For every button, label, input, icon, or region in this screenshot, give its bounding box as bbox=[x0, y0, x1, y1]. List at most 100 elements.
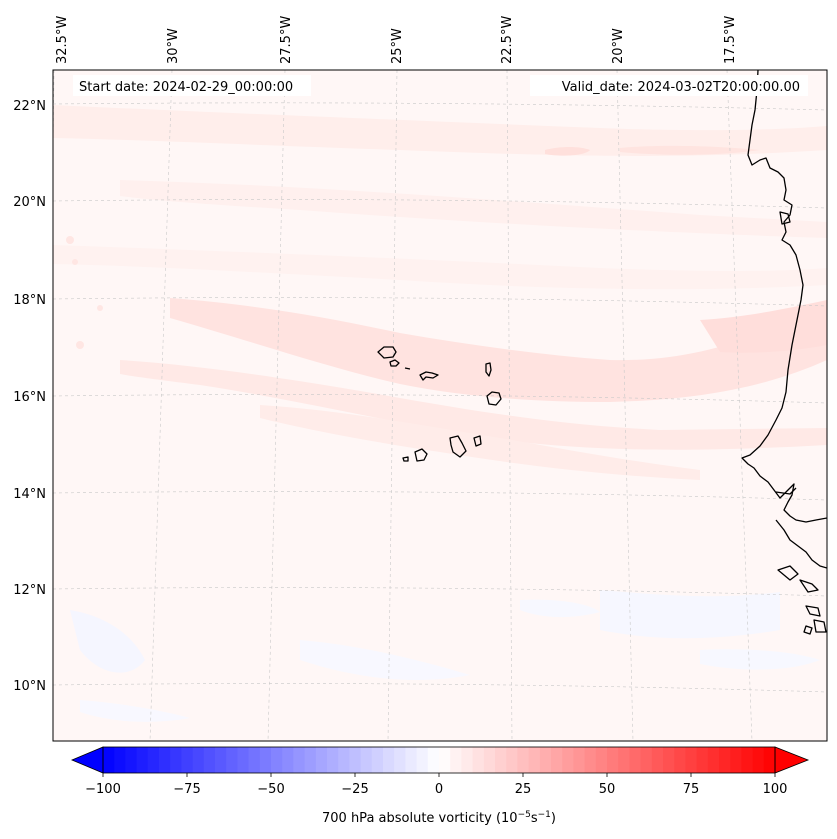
colorbar-band bbox=[618, 747, 630, 773]
guinea-bissau-coast bbox=[775, 519, 827, 569]
colorbar-unit-mid: s bbox=[531, 811, 538, 826]
colorbar-tick-label: 50 bbox=[599, 782, 616, 797]
meridian-20w bbox=[616, 70, 634, 741]
colorbar-band bbox=[551, 747, 563, 773]
lon-label-30w: 30°W bbox=[166, 28, 181, 64]
colorbar-band bbox=[506, 747, 518, 773]
meridian-30w bbox=[149, 70, 173, 741]
colorbar-band bbox=[360, 747, 373, 773]
colorbar-band bbox=[607, 747, 619, 773]
colorbar-band bbox=[271, 747, 283, 773]
colorbar-extend-max bbox=[774, 746, 810, 774]
colorbar: −100 −75 −50 −25 0 25 50 75 100 700 hPa … bbox=[70, 746, 810, 826]
colorbar-band bbox=[483, 747, 496, 773]
colorbar-unit-exp2: −1 bbox=[538, 810, 551, 820]
colorbar-tick-label: 75 bbox=[683, 782, 700, 797]
colorbar-tick-label: 25 bbox=[515, 782, 532, 797]
lat-label-18n: 18°N bbox=[13, 293, 46, 308]
lat-label-12n: 12°N bbox=[13, 583, 46, 598]
parallel-12n bbox=[53, 587, 827, 597]
meridian-25w bbox=[387, 70, 398, 741]
colorbar-band bbox=[203, 747, 216, 773]
lon-label-20w: 20°W bbox=[611, 28, 626, 64]
island-maio bbox=[473, 435, 482, 447]
colorbar-tick-labels: −100 −75 −50 −25 0 25 50 75 100 bbox=[85, 782, 787, 797]
island-sao-vicente bbox=[389, 359, 400, 367]
colorbar-band bbox=[696, 747, 709, 773]
island-santo-antao bbox=[377, 346, 397, 359]
parallel-10n bbox=[53, 683, 827, 693]
lat-label-14n: 14°N bbox=[13, 487, 46, 502]
colorbar-tick-label: −25 bbox=[341, 782, 368, 797]
colorbar-band bbox=[136, 747, 149, 773]
colorbar-band bbox=[315, 747, 328, 773]
colorbar-band bbox=[752, 747, 765, 773]
colorbar-band bbox=[181, 747, 194, 773]
island-santiago bbox=[449, 435, 467, 458]
coast-islets-c bbox=[805, 605, 821, 617]
lat-label-22n: 22°N bbox=[13, 99, 46, 114]
meridian-22.5w bbox=[506, 70, 513, 741]
meridian-27.5w bbox=[267, 70, 286, 741]
colorbar-band bbox=[730, 747, 742, 773]
colorbar-unit-close: ) bbox=[551, 811, 556, 826]
valid-date-box bbox=[530, 75, 808, 96]
colorbar-band bbox=[719, 747, 731, 773]
colorbar-band bbox=[472, 747, 485, 773]
colorbar-band bbox=[528, 747, 541, 773]
island-sal bbox=[485, 362, 492, 377]
colorbar-band bbox=[427, 747, 440, 773]
coastline bbox=[377, 70, 827, 635]
colorbar-band bbox=[573, 747, 586, 773]
colorbar-band bbox=[327, 747, 339, 773]
island-fogo bbox=[414, 448, 428, 462]
colorbar-title: 700 hPa absolute vorticity (10−5s−1) bbox=[322, 810, 556, 826]
colorbar-band bbox=[539, 747, 552, 773]
colorbar-ticks bbox=[102, 773, 776, 777]
island-sao-nicolau bbox=[419, 371, 439, 381]
colorbar-band bbox=[170, 747, 182, 773]
africa-coastline bbox=[741, 70, 827, 523]
colorbar-band bbox=[674, 747, 686, 773]
lat-label-16n: 16°N bbox=[13, 390, 46, 405]
colorbar-band bbox=[517, 747, 530, 773]
latitude-labels: 22°N 20°N 18°N 16°N 14°N 12°N 10°N bbox=[13, 99, 46, 694]
colorbar-unit-open: (10 bbox=[496, 811, 518, 826]
colorbar-band bbox=[215, 747, 227, 773]
coast-islets-d bbox=[813, 619, 827, 633]
colorbar-tick-label: 0 bbox=[435, 782, 443, 797]
parallel-16n bbox=[53, 394, 827, 404]
colorbar-band bbox=[159, 747, 171, 773]
colorbar-extend-min bbox=[70, 746, 104, 774]
parallel-20n bbox=[53, 199, 827, 209]
colorbar-band bbox=[685, 747, 698, 773]
start-date-label: Start date: 2024-02-29_00:00:00 bbox=[79, 80, 293, 95]
colorbar-band bbox=[349, 747, 362, 773]
meridian-17.5w bbox=[726, 70, 753, 741]
graticule bbox=[53, 70, 827, 741]
coast-islets-e bbox=[803, 625, 813, 635]
colorbar-title-text: 700 hPa absolute vorticity bbox=[322, 811, 492, 826]
coast-islets-b bbox=[799, 579, 819, 593]
colorbar-band bbox=[562, 747, 574, 773]
colorbar-band bbox=[461, 747, 474, 773]
longitude-labels: 32.5°W 30°W 27.5°W 25°W 22.5°W 20°W 17.5… bbox=[55, 16, 738, 64]
lat-label-10n: 10°N bbox=[13, 679, 46, 694]
coast-islets-f bbox=[779, 211, 791, 225]
colorbar-band bbox=[259, 747, 272, 773]
colorbar-band bbox=[707, 747, 720, 773]
colorbar-tick-label: −75 bbox=[173, 782, 200, 797]
colorbar-band bbox=[304, 747, 317, 773]
colorbar-band bbox=[640, 747, 653, 773]
colorbar-band bbox=[450, 747, 462, 773]
colorbar-bands bbox=[103, 747, 776, 773]
map-frame bbox=[52, 69, 828, 742]
colorbar-band bbox=[741, 747, 754, 773]
colorbar-band bbox=[584, 747, 597, 773]
colorbar-band bbox=[338, 747, 350, 773]
colorbar-band bbox=[237, 747, 250, 773]
parallel-22n bbox=[53, 102, 827, 111]
colorbar-band bbox=[103, 747, 115, 773]
colorbar-band bbox=[383, 747, 395, 773]
colorbar-unit-exp1: −5 bbox=[518, 810, 531, 820]
